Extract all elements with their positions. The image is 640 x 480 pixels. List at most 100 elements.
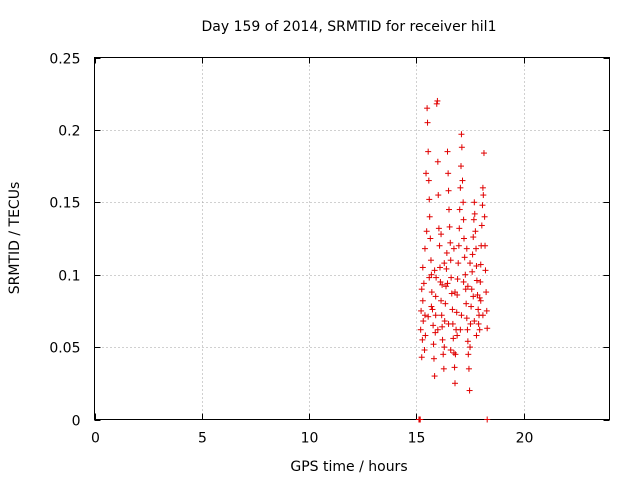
data-point [469,268,476,275]
data-point [432,329,439,336]
y-tick-label: 0 [72,414,81,430]
data-point [444,148,451,155]
data-point [467,344,474,351]
x-tick-labels: 0 5 10 15 20 [91,431,533,447]
data-point [458,131,465,138]
data-point [434,158,441,165]
data-point [421,346,428,353]
data-point [443,249,450,256]
data-point [477,261,484,268]
data-point [484,325,491,332]
data-point [479,312,486,319]
data-point [467,260,474,267]
data-point [473,263,480,270]
data-point [434,326,441,333]
data-point [475,320,482,327]
data-point [429,306,436,313]
data-point [442,283,449,290]
data-point [422,332,429,339]
x-tick-label: 15 [408,431,426,447]
data-point [453,309,460,316]
data-point [447,346,454,353]
data-point [476,294,483,301]
data-point [452,289,458,296]
data-point [441,260,448,267]
data-point [470,293,477,300]
data-point [482,267,489,274]
data-point [427,235,434,242]
data-point [470,234,477,241]
data-point [417,416,424,423]
data-point [452,380,458,387]
data-point [421,245,428,252]
data-point [447,239,454,246]
data-point [434,97,441,104]
data-point [431,267,438,274]
data-point [445,187,452,194]
data-point [440,351,447,358]
data-point [461,254,468,261]
y-tick-label: 0.15 [49,196,80,212]
data-point [451,364,458,371]
data-point [423,170,430,177]
data-point [484,416,491,423]
data-point [471,199,478,206]
data-point [431,373,438,380]
data-point [445,320,452,327]
data-point [463,315,470,322]
data-point [425,148,432,155]
data-point [430,341,437,348]
data-point [465,365,472,372]
x-axis-title: GPS time / hours [290,459,407,475]
data-point [445,206,452,213]
data-point [458,312,465,319]
data-point [468,286,475,293]
data-point [464,338,471,345]
data-point [460,278,467,285]
data-point [460,199,467,206]
data-point [421,312,428,319]
data-point [458,163,465,170]
data-point [424,119,431,126]
data-point [466,387,473,394]
data-point [479,184,486,191]
data-point [464,326,471,333]
data-point [450,349,457,356]
data-point [425,313,432,320]
chart-title: Day 159 of 2014, SRMTID for receiver hil… [202,19,497,35]
data-point [475,306,482,313]
data-point [463,245,470,252]
data-point [441,318,448,325]
data-point [446,223,453,230]
data-point [471,210,478,217]
data-point [433,274,440,281]
data-point [472,228,479,235]
data-point [473,245,480,252]
data-point [479,202,486,209]
data-point [441,344,448,351]
data-point [463,300,470,307]
data-point [425,177,432,184]
data-point [440,365,447,372]
data-point [471,318,478,325]
x-tick-label: 5 [198,431,207,447]
data-point [420,318,427,325]
data-point [464,283,471,290]
data-point [461,235,468,242]
data-point [444,280,451,287]
data-point [435,192,442,199]
data-point [433,100,440,107]
data-point [480,150,487,157]
data-point [470,216,477,223]
data-point [462,271,469,278]
data-point [417,326,424,333]
data-point [428,303,435,310]
data-point [418,307,425,314]
y-axis-title: SRMTID / TECUs [7,182,23,295]
data-point [468,303,475,310]
data-point [435,225,442,232]
data-point [457,326,464,333]
data-point [423,228,430,235]
data-point [426,196,433,203]
data-point [483,289,490,296]
